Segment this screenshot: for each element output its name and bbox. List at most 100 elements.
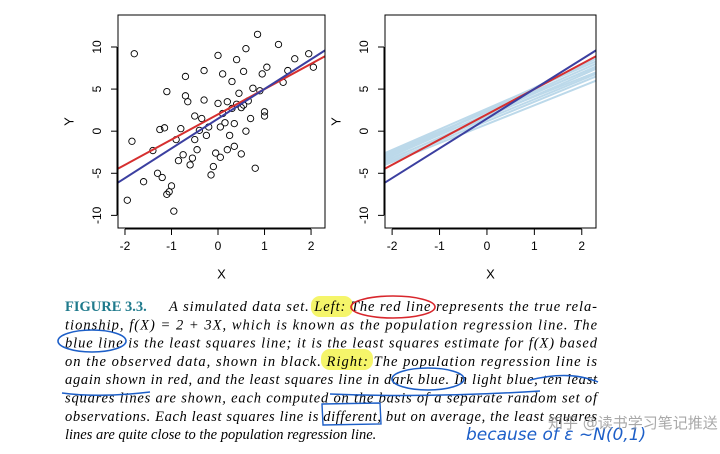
point [163, 190, 171, 198]
point [174, 156, 183, 165]
point [200, 66, 208, 75]
point [139, 178, 148, 186]
x-axis-label: X [486, 266, 495, 281]
x-tick-label: -2 [120, 239, 131, 253]
x-tick-label: 1 [261, 239, 268, 253]
point [291, 55, 299, 63]
y-axis-label: Y [328, 117, 343, 126]
y-tick-label: -10 [357, 206, 371, 224]
line [384, 60, 597, 154]
y-axis-label: Y [61, 117, 76, 126]
point [237, 150, 245, 158]
point [230, 119, 238, 128]
point [214, 51, 222, 60]
point [242, 45, 250, 53]
point [235, 89, 243, 97]
y-tick-label: 5 [90, 85, 104, 92]
point [200, 96, 208, 104]
point [232, 55, 241, 64]
point [223, 146, 231, 154]
watermark: 知乎 @读书学习笔记推送 [548, 414, 718, 432]
point [156, 125, 164, 134]
point [219, 70, 227, 78]
point [258, 70, 266, 78]
point [181, 92, 190, 100]
x-tick-label: 0 [215, 239, 222, 253]
y-tick-label: -5 [357, 168, 371, 179]
point [181, 72, 190, 81]
point [179, 151, 187, 159]
point [274, 40, 283, 49]
caption-line: A simulated data set. Left: The red line… [168, 299, 597, 315]
caption-line: on the observed data, shown in black. Ri… [65, 354, 597, 370]
y-tick-label: 10 [90, 40, 104, 54]
point [214, 99, 222, 108]
caption-line: observations. Each least squares line is… [65, 409, 597, 425]
highlight [311, 296, 353, 317]
caption-line: tionship, f(X) = 2 + 3X, which is known … [65, 317, 598, 333]
point [188, 154, 197, 162]
point [260, 112, 269, 120]
caption-line: lines are quite close to the population … [65, 427, 376, 443]
x-tick-label: 1 [531, 239, 538, 253]
point [221, 119, 229, 127]
point [128, 137, 136, 145]
point [153, 169, 162, 177]
point [260, 108, 269, 116]
plot-frame [384, 14, 597, 229]
pen-circle [391, 367, 465, 391]
figure-label: FIGURE 3.3. [65, 299, 147, 315]
handwriting: because of ε ~N(0,1) [466, 425, 646, 445]
point [251, 164, 259, 172]
line [117, 49, 326, 184]
point [216, 123, 224, 131]
highlight [321, 349, 373, 370]
caption-line: blue line is the least squares line; it … [65, 336, 598, 352]
point [191, 135, 199, 144]
line [384, 75, 597, 165]
y-tick-label: -5 [90, 168, 104, 179]
point [246, 114, 255, 123]
y-tick-label: 5 [357, 85, 371, 92]
point [216, 153, 224, 161]
x-tick-label: -1 [434, 239, 445, 253]
point [309, 63, 318, 71]
y-tick-label: 0 [357, 128, 371, 135]
y-tick-label: -10 [90, 206, 104, 224]
point [195, 126, 204, 134]
pen-box [321, 402, 382, 426]
point [263, 63, 271, 71]
point [305, 50, 313, 58]
point [198, 114, 206, 123]
line [384, 55, 597, 170]
point [160, 124, 169, 132]
point [223, 98, 231, 106]
point [230, 142, 238, 150]
x-tick-label: -1 [166, 239, 177, 253]
point [167, 182, 176, 190]
line [384, 49, 597, 184]
point [209, 162, 218, 171]
point [207, 171, 215, 179]
pen-circle [57, 329, 127, 353]
pen-underline [61, 391, 151, 396]
point [249, 84, 257, 92]
x-tick-label: -2 [387, 239, 398, 253]
y-tick-label: 10 [357, 40, 371, 54]
line [384, 66, 597, 155]
pen-underline [329, 374, 599, 397]
line [117, 55, 326, 170]
point [225, 131, 234, 140]
caption-line: again shown in red, and the least square… [65, 372, 598, 388]
x-tick-label: 2 [578, 239, 585, 253]
point [253, 30, 262, 39]
point [191, 112, 199, 120]
point [163, 87, 171, 96]
point [184, 98, 192, 106]
x-axis-label: X [217, 266, 226, 281]
point [202, 131, 211, 140]
x-tick-label: 0 [484, 239, 491, 253]
